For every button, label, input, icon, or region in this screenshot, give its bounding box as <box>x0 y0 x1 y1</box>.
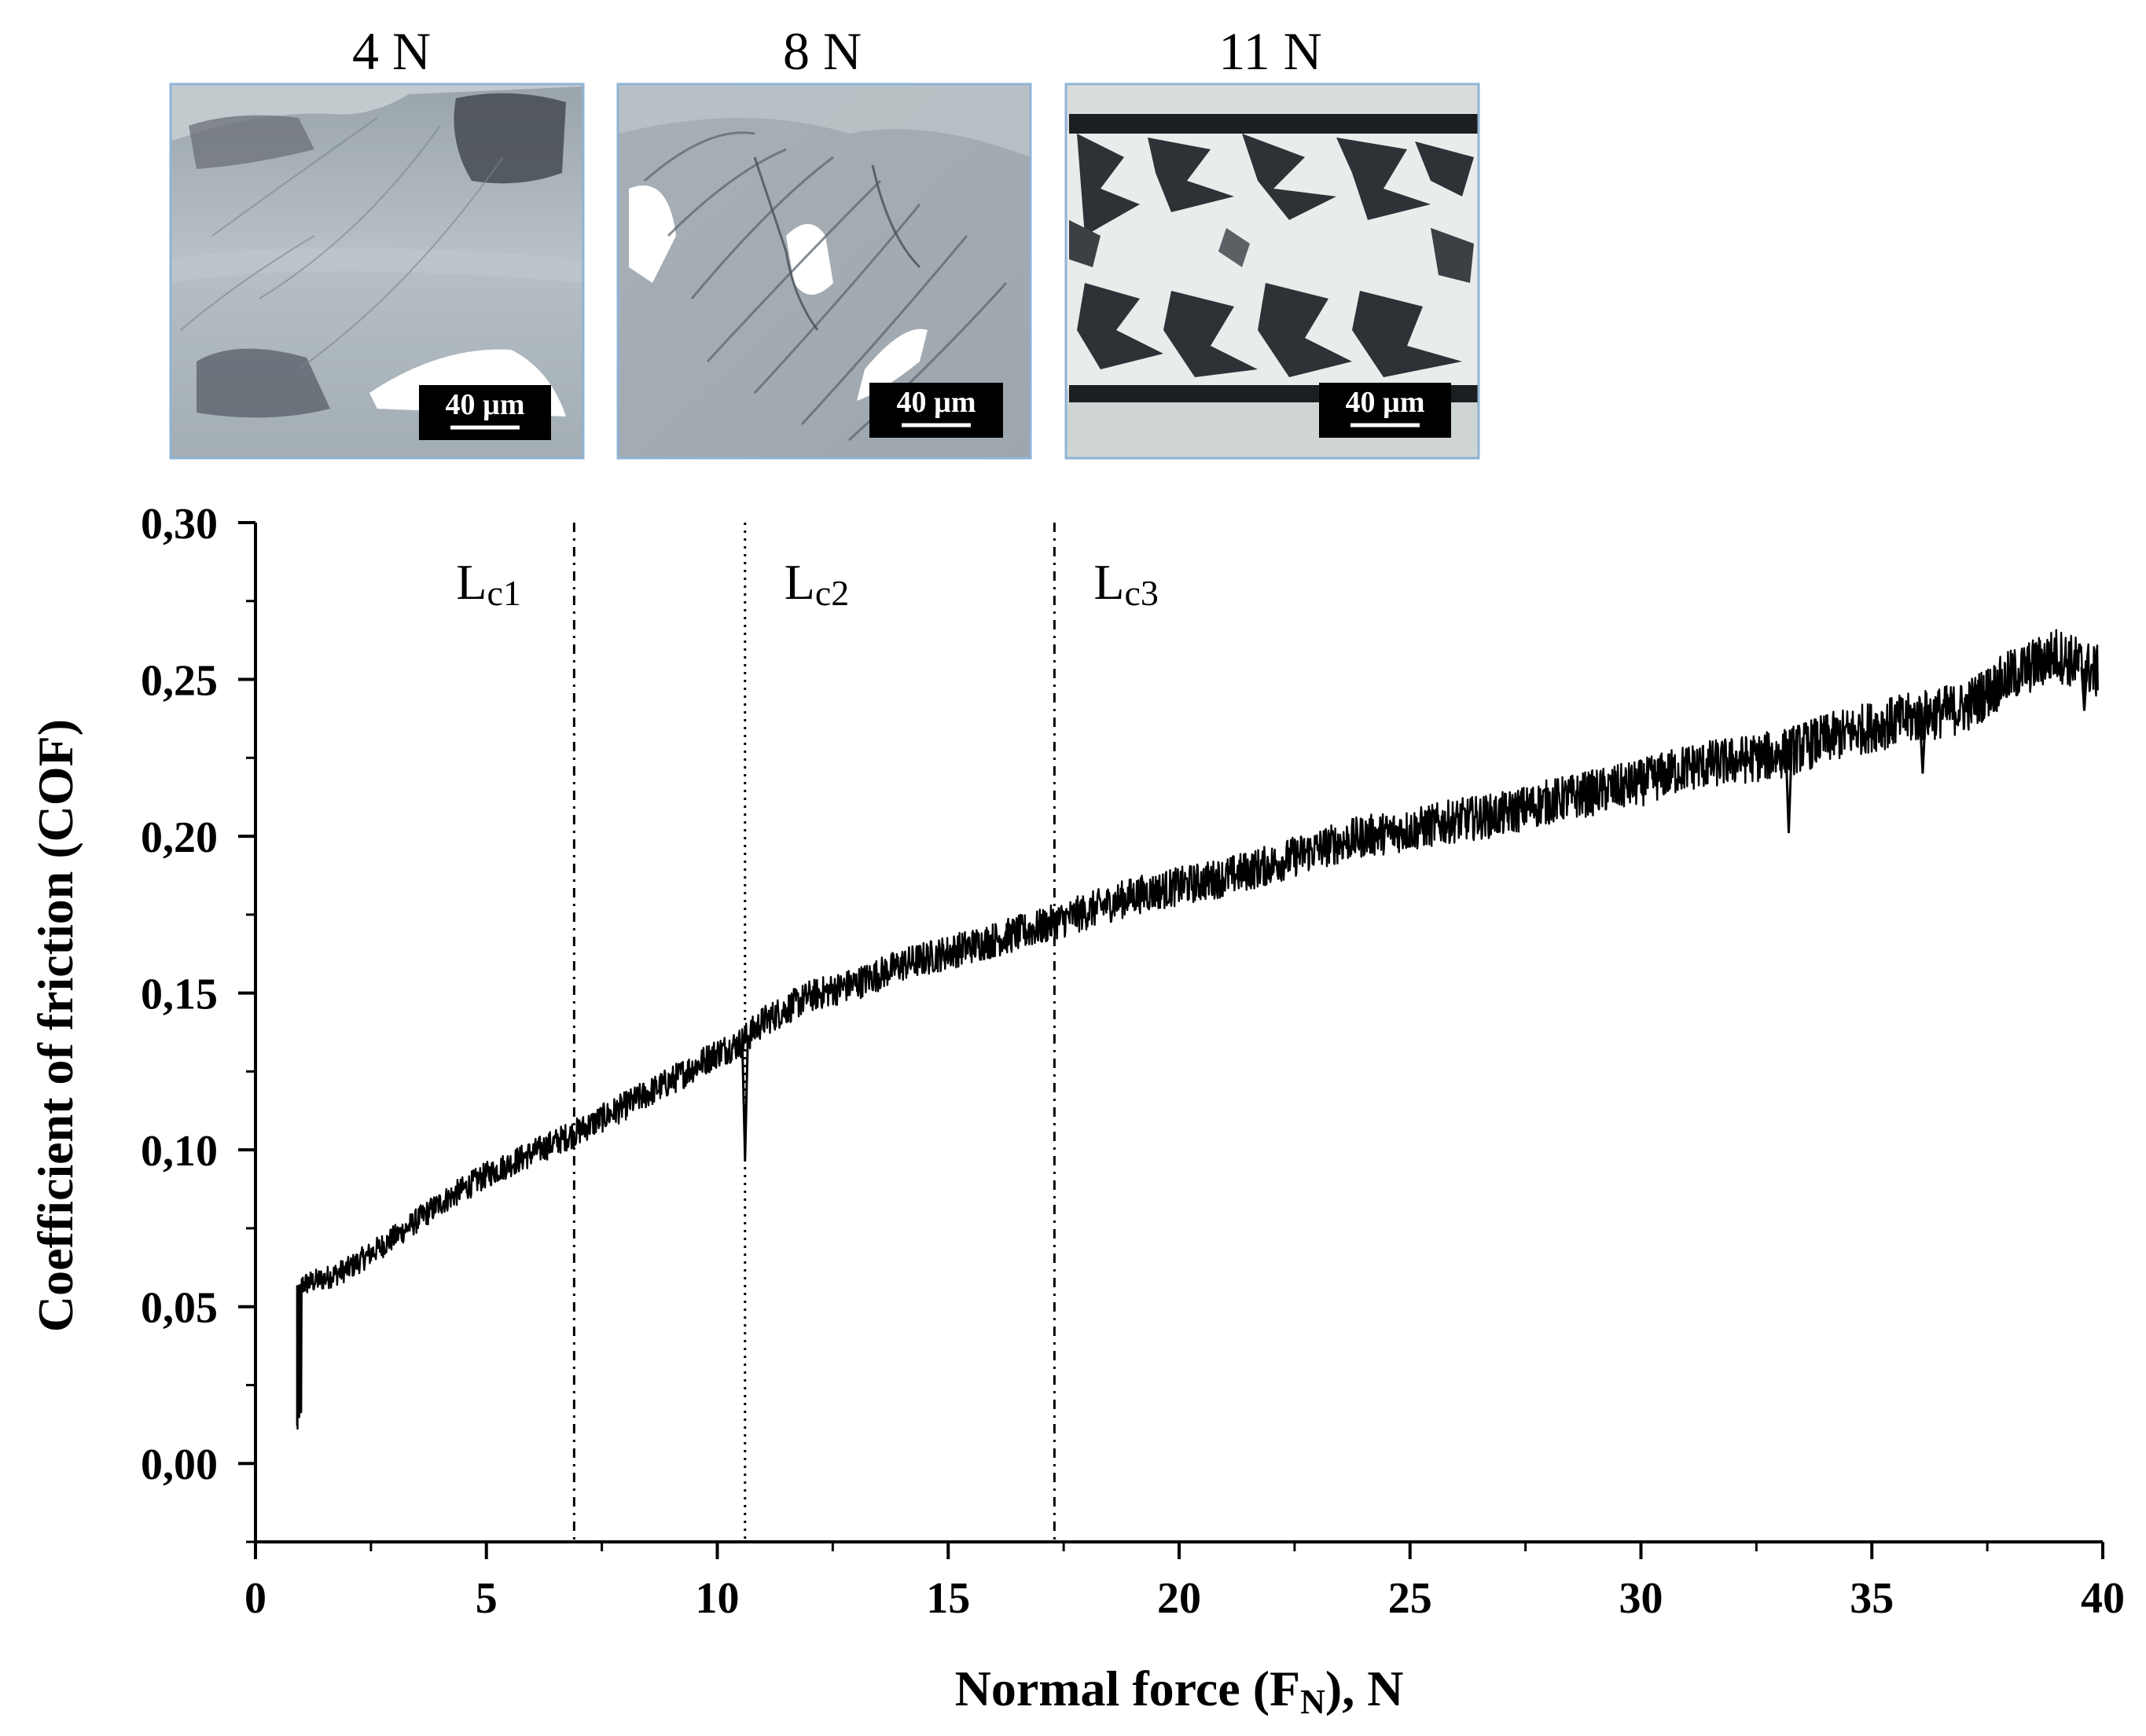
tick-labels: 0 5 10 15 20 25 30 35 40 0,00 0,05 0,10 0,15 0,20 0,25… <box>141 500 2125 1623</box>
y-tick-label: 0,30 <box>141 500 218 549</box>
y-tick-label: 0,20 <box>141 813 218 862</box>
scale-bar-box <box>419 385 551 440</box>
micrograph-label-4N: 4 N <box>352 21 431 81</box>
critical-load-sub: c1 <box>487 573 520 613</box>
y-tick-label: 0,25 <box>141 657 218 706</box>
micrograph-11N: 40 µm <box>1064 83 1480 460</box>
critical-load-main: L <box>456 554 487 610</box>
micrograph-label-8N: 8 N <box>783 21 862 81</box>
cof-dip-event <box>2080 666 2089 711</box>
scale-bar-label: 40 µm <box>445 388 524 421</box>
cof-dip-event <box>1918 716 1927 774</box>
cof-chart: 0 5 10 15 20 25 30 35 40 0,00 0,05 0,10 0,15 0,20 0,25… <box>28 500 2125 1721</box>
y-tick-label: 0,00 <box>141 1441 218 1489</box>
series-layer <box>296 629 2099 1430</box>
x-tick-label: 5 <box>476 1574 498 1623</box>
x-tick-label: 30 <box>1619 1574 1663 1623</box>
critical-load-label-Lc2: Lc2 <box>785 554 850 613</box>
scale-bar-box <box>1319 383 1451 438</box>
x-axis-title-main: Normal force (F <box>955 1661 1301 1716</box>
x-tick-label: 0 <box>244 1574 266 1623</box>
critical-load-sub: c3 <box>1124 573 1158 613</box>
cof-series-line <box>296 629 2099 1430</box>
critical-load-main: L <box>785 554 815 610</box>
x-tick-label: 20 <box>1157 1574 1201 1623</box>
x-tick-label: 40 <box>2081 1574 2125 1623</box>
critical-load-label-Lc3: Lc3 <box>1093 554 1159 613</box>
y-tick-label: 0,05 <box>141 1284 218 1333</box>
x-tick-label: 10 <box>696 1574 740 1623</box>
critical-load-sub: c2 <box>815 573 849 613</box>
x-axis-title-tail: ), N <box>1325 1661 1404 1716</box>
x-axis-title-sub: N <box>1300 1683 1325 1721</box>
scale-bar-box <box>869 383 1003 438</box>
scale-bar-label: 40 µm <box>896 386 976 419</box>
y-axis-title: Coefficient of friction (COF) <box>28 719 83 1332</box>
y-tick-label: 0,15 <box>141 971 218 1019</box>
scale-bar-label: 40 µm <box>1345 386 1424 419</box>
micrograph-4N: 40 µm <box>169 83 585 460</box>
x-tick-label: 25 <box>1388 1574 1432 1623</box>
y-tick-label: 0,10 <box>141 1127 218 1176</box>
critical-load-main: L <box>1093 554 1124 610</box>
micrograph-label-11N: 11 N <box>1218 21 1322 81</box>
critical-load-label-Lc1: Lc1 <box>456 554 521 613</box>
critical-load-lines <box>572 523 1056 1542</box>
x-tick-label: 15 <box>926 1574 970 1623</box>
micrograph-8N: 40 µm <box>616 83 1032 460</box>
x-tick-label: 35 <box>1850 1574 1894 1623</box>
cof-dip-event <box>740 1038 749 1160</box>
axes <box>238 521 2104 1559</box>
cof-dip-event <box>1784 751 1793 834</box>
x-axis-title: Normal force (FN), N <box>955 1661 1404 1721</box>
